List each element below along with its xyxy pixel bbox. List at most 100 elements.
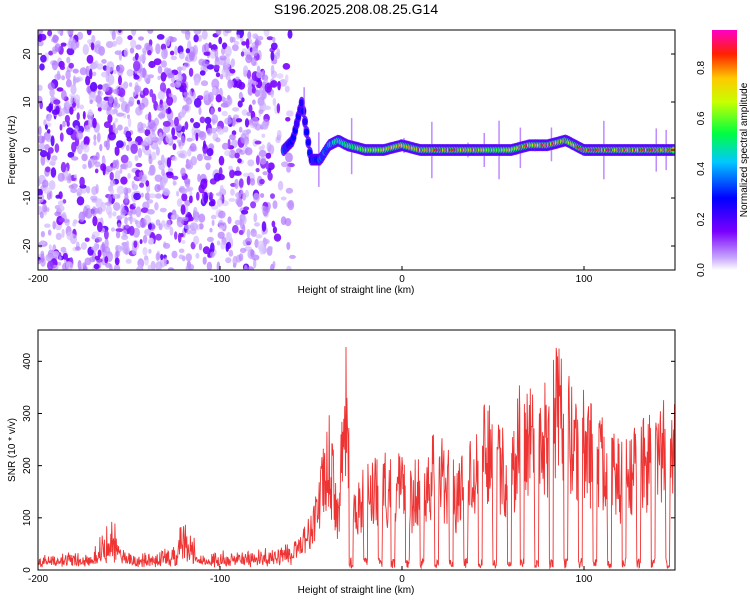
spectrogram-noise-blob bbox=[84, 208, 93, 219]
spectrogram-noise-blob bbox=[137, 147, 143, 158]
spectrogram-noise-blob bbox=[179, 109, 186, 118]
spectrogram-noise-blob bbox=[112, 121, 116, 131]
spectrogram-noise-blob bbox=[264, 74, 268, 85]
spectrogram-noise-blob bbox=[155, 146, 160, 156]
spectrogram-noise-blob bbox=[91, 35, 96, 43]
spectrogram-noise-blob bbox=[114, 170, 121, 182]
spectrogram-noise-blob bbox=[161, 220, 166, 227]
spectrogram-noise-blob bbox=[198, 106, 202, 116]
spectrogram-noise-blob bbox=[79, 67, 87, 76]
spectrogram-noise-blob bbox=[156, 104, 165, 111]
spectrogram-noise-blob bbox=[54, 43, 61, 52]
spectrogram-noise-blob bbox=[193, 97, 202, 108]
spectrogram-noise-blob bbox=[270, 90, 275, 98]
spectrogram-noise-blob bbox=[146, 44, 153, 53]
spectrogram-noise-blob bbox=[149, 89, 154, 98]
spectrogram-noise-blob bbox=[286, 242, 291, 250]
spectrogram-noise-blob bbox=[181, 125, 185, 133]
spectrogram-noise-blob bbox=[133, 192, 142, 201]
spectrogram-noise-blob bbox=[247, 249, 256, 260]
spectrogram-noise-blob bbox=[217, 107, 222, 112]
spectrogram-noise-blob bbox=[199, 131, 207, 141]
spectrogram-noise-blob bbox=[259, 178, 265, 185]
spectrogram-noise-blob bbox=[242, 172, 250, 178]
spectrogram-noise-blob bbox=[245, 237, 253, 245]
spectrogram-noise-blob bbox=[227, 79, 233, 89]
spectrogram-noise-blob bbox=[234, 219, 241, 226]
spectrogram-noise-blob bbox=[139, 239, 143, 245]
spectrogram-noise-blob bbox=[133, 60, 141, 72]
spectrogram-noise-blob bbox=[57, 172, 65, 182]
snr-y-ticks: 0 100 200 300 400 bbox=[22, 353, 675, 573]
spectrogram-x-ticks: -200 -100 0 100 bbox=[28, 266, 593, 285]
spectrogram-noise-blob bbox=[216, 261, 221, 270]
spectrogram-noise-blob bbox=[66, 56, 71, 64]
spectrogram-noise-blob bbox=[203, 140, 206, 150]
spectrogram-noise-blob bbox=[215, 94, 222, 103]
spectrogram-noise-blob bbox=[276, 103, 281, 114]
spectrogram-noise-blob bbox=[266, 36, 274, 41]
spectrogram-noise-blob bbox=[263, 105, 269, 110]
spectrogram-noise-blob bbox=[121, 234, 129, 241]
spectrogram-noise-blob bbox=[99, 143, 103, 152]
spectrogram-noise-blob bbox=[220, 242, 226, 250]
spectrogram-noise-blob bbox=[171, 175, 179, 180]
spectrogram-noise-blob bbox=[69, 106, 74, 115]
spectrogram-noise-blob bbox=[40, 154, 46, 166]
spectrogram-noise-blob bbox=[73, 77, 81, 83]
spectrogram-ridge-mid bbox=[299, 99, 305, 107]
spectrogram-noise-blob bbox=[122, 245, 130, 255]
spectrogram-noise-blob bbox=[155, 43, 161, 55]
spectrogram-noise-blob bbox=[213, 64, 220, 70]
spectrogram-noise-blob bbox=[238, 178, 244, 188]
spectrogram-noise-blob bbox=[45, 166, 51, 173]
spectrogram-noise-blob bbox=[56, 70, 61, 80]
spectrogram-noise-blob bbox=[277, 180, 284, 191]
spectrogram-noise-blob bbox=[86, 186, 91, 194]
spectrogram-noise-blob bbox=[247, 266, 255, 270]
spectrogram-noise-blob bbox=[127, 101, 134, 107]
spectrogram-noise-blob bbox=[217, 128, 225, 135]
colorbar-tick-label: 0.8 bbox=[696, 61, 707, 75]
spectrogram-noise-blob bbox=[195, 132, 199, 142]
spectrogram-noise-blob bbox=[159, 180, 164, 189]
spectrogram-noise-blob bbox=[254, 38, 259, 49]
spectrogram-noise-blob bbox=[61, 75, 65, 81]
spectrogram-noise-blob bbox=[130, 143, 138, 154]
spectrogram-y-ticks: -20 -10 0 10 20 bbox=[22, 48, 675, 253]
spectrogram-noise-blob bbox=[58, 217, 65, 223]
spectrogram-noise-blob bbox=[114, 146, 120, 152]
spectrogram-noise-blob bbox=[181, 65, 187, 71]
figure-title: S196.2025.208.08.25.G14 bbox=[274, 1, 438, 17]
spectrogram-noise-blob bbox=[185, 253, 192, 262]
spectrogram-noise-blob bbox=[255, 155, 260, 166]
spectrogram-x-tick-label: -100 bbox=[210, 274, 230, 285]
spectrogram-noise-blob bbox=[259, 89, 268, 100]
spectrogram-noise-blob bbox=[217, 173, 225, 181]
spectrogram-noise-blob bbox=[97, 207, 103, 215]
spectrogram-noise-blob bbox=[117, 124, 123, 131]
spectrogram-noise-blob bbox=[234, 170, 242, 176]
spectrogram-noise-blob bbox=[176, 216, 184, 228]
spectrogram-noise-blob bbox=[89, 99, 93, 105]
spectrogram-noise-blob bbox=[83, 125, 89, 132]
spectrogram-noise-blob bbox=[234, 78, 243, 89]
spectrogram-noise-blob bbox=[134, 155, 139, 161]
spectrogram-ridge-mid bbox=[305, 138, 311, 146]
spectrogram-noise-blob bbox=[146, 209, 155, 215]
spectrogram-noise-blob bbox=[204, 42, 209, 52]
spectrogram-noise-blob bbox=[167, 72, 175, 79]
spectrogram-noise-blob bbox=[273, 233, 282, 242]
spectrogram-noise-blob bbox=[232, 255, 238, 266]
spectrogram-noise-blob bbox=[136, 99, 141, 105]
spectrogram-noise-blob bbox=[65, 69, 71, 80]
spectrogram-noise-blob bbox=[39, 240, 46, 246]
spectrogram-noise-blob bbox=[263, 238, 270, 245]
spectrogram-noise-blob bbox=[194, 77, 200, 86]
spectrogram-noise-blob bbox=[54, 211, 61, 217]
spectrogram-noise-blob bbox=[209, 49, 217, 59]
spectrogram-noise-blob bbox=[151, 151, 157, 161]
spectrogram-noise-blob bbox=[52, 220, 56, 230]
spectrogram-noise-blob bbox=[131, 30, 137, 36]
spectrogram-noise-blob bbox=[86, 30, 92, 36]
